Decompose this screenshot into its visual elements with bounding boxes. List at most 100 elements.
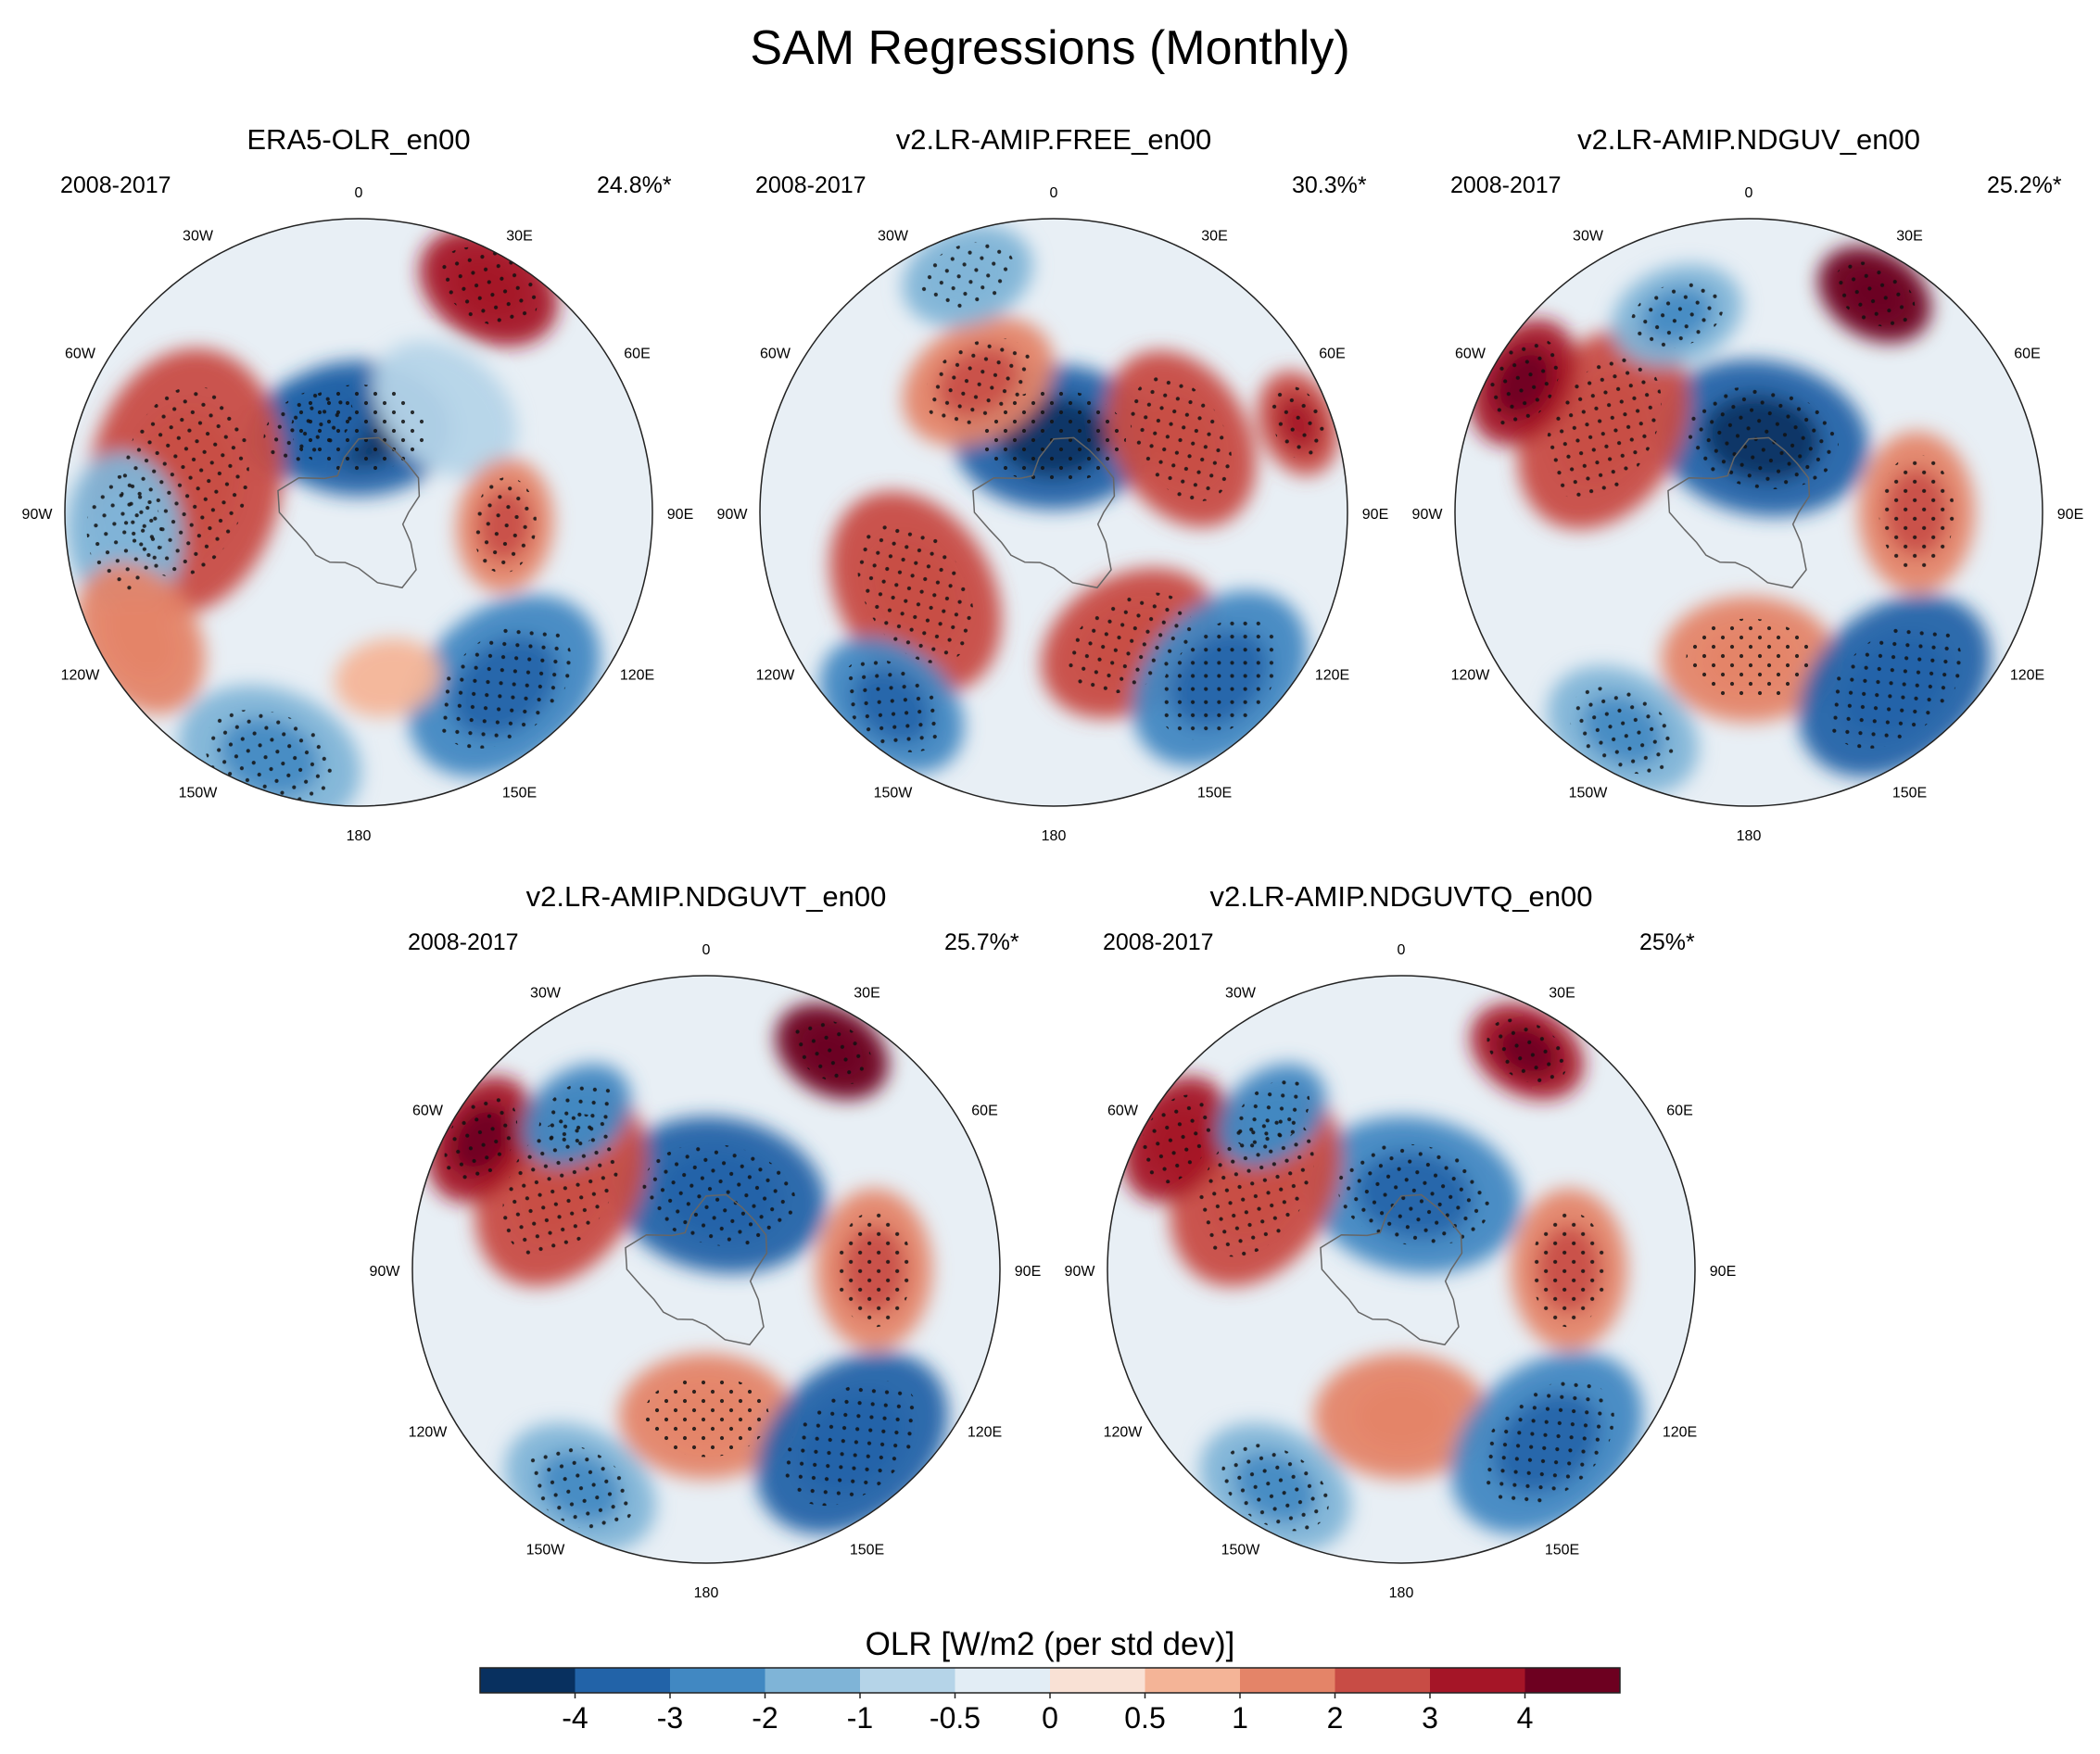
polar-panel: v2.LR-AMIP.NDGUV_en00 2008-2017 25.2%* 0 30E… — [1412, 123, 2084, 844]
significance-stipple — [1486, 1018, 1568, 1084]
longitude-label: 0 — [1398, 942, 1406, 958]
longitude-label: 30E — [1549, 985, 1575, 1001]
longitude-label: 60W — [1107, 1104, 1139, 1119]
significance-stipple — [502, 1114, 619, 1257]
panel-variance: 24.8%* — [597, 172, 672, 198]
panel-title: v2.LR-AMIP.NDGUVTQ_en00 — [1210, 880, 1593, 913]
panel-variance: 25%* — [1639, 929, 1695, 955]
significance-stipple — [1486, 337, 1561, 427]
anomaly-core — [105, 596, 177, 680]
significance-stipple — [86, 474, 163, 591]
colorbar-swatch — [670, 1668, 765, 1693]
colorbar-tick-label: 1 — [1232, 1701, 1248, 1735]
panel-period: 2008-2017 — [1450, 172, 1562, 198]
colorbar-swatch — [575, 1668, 670, 1693]
longitude-label: 90E — [1015, 1264, 1041, 1280]
significance-stipple — [1531, 1211, 1607, 1328]
panel-border — [411, 975, 1001, 1564]
colorbar-swatch — [1430, 1668, 1525, 1693]
longitude-label: 30W — [1573, 228, 1604, 244]
colorbar-swatch — [860, 1668, 955, 1693]
colorbar-tick-label: 4 — [1517, 1701, 1534, 1735]
colorbar: OLR [W/m2 (per std dev)] -4 -3 -2 -1 -0.5 0 0.5… — [479, 1626, 1621, 1735]
polar-panel: v2.LR-AMIP.NDGUVTQ_en00 2008-2017 25%* 0 30E… — [1065, 880, 1737, 1601]
longitude-label: 60E — [971, 1104, 997, 1119]
significance-stipple — [473, 476, 537, 574]
anomaly-core — [1353, 1381, 1449, 1452]
significance-stipple — [1545, 357, 1662, 500]
longitude-label: 120W — [1451, 668, 1491, 684]
colorbar-swatch — [1050, 1668, 1145, 1693]
panel-period: 2008-2017 — [755, 172, 867, 198]
longitude-label: 180 — [1042, 828, 1067, 844]
longitude-label: 60E — [2014, 347, 2040, 362]
longitude-label: 90E — [2057, 507, 2083, 523]
longitude-label: 0 — [1745, 185, 1753, 201]
colorbar-swatch — [1240, 1668, 1335, 1693]
coastline — [277, 436, 421, 589]
colorbar-swatch — [1145, 1668, 1240, 1693]
significance-stipple — [1067, 592, 1192, 695]
panel-border — [1107, 975, 1696, 1564]
longitude-label: 90W — [717, 507, 749, 523]
panel-border — [759, 218, 1348, 807]
colorbar-tick-label: 2 — [1327, 1701, 1344, 1735]
colorbar-swatch — [765, 1668, 860, 1693]
colorbar-tick-label: -1 — [847, 1701, 873, 1735]
longitude-label: 150W — [179, 786, 219, 801]
longitude-label: 120E — [1663, 1425, 1697, 1441]
significance-stipple — [857, 520, 974, 664]
colorbar-swatch — [955, 1668, 1050, 1693]
colorbar-tick-label: 0 — [1042, 1701, 1058, 1735]
significance-stipple — [1569, 687, 1676, 775]
significance-stipple — [1879, 454, 1955, 571]
anomaly-region — [334, 638, 441, 717]
significance-stipple — [841, 658, 942, 752]
colorbar-tick-label: -0.5 — [930, 1701, 980, 1735]
polar-panel: ERA5-OLR_en00 2008-2017 24.8%* 0 30E 60E 90E 12… — [22, 123, 694, 844]
longitude-label: 180 — [1389, 1585, 1414, 1601]
longitude-label: 150E — [502, 786, 537, 801]
figure-title: SAM Regressions (Monthly) — [750, 21, 1350, 75]
coastline — [1320, 1193, 1463, 1346]
colorbar-swatch — [480, 1668, 576, 1693]
longitude-label: 60E — [624, 347, 650, 362]
longitude-label: 60E — [1319, 347, 1345, 362]
significance-stipple — [1221, 1444, 1329, 1532]
longitude-label: 60W — [1455, 347, 1486, 362]
longitude-label: 30E — [1201, 228, 1227, 244]
polar-panel: v2.LR-AMIP.FREE_en00 2008-2017 30.3%* 0 30E 6… — [717, 123, 1389, 844]
longitude-label: 150E — [1545, 1543, 1579, 1558]
panel-variance: 25.7%* — [944, 929, 1019, 955]
significance-stipple — [643, 1375, 769, 1457]
longitude-label: 90W — [1412, 507, 1444, 523]
significance-stipple — [980, 389, 1127, 485]
longitude-label: 120E — [1315, 668, 1349, 684]
significance-stipple — [538, 1079, 615, 1151]
longitude-label: 30W — [530, 985, 562, 1001]
significance-stipple — [1139, 1094, 1213, 1184]
longitude-label: 0 — [355, 185, 363, 201]
longitude-label: 30E — [506, 228, 532, 244]
significance-stipple — [1130, 376, 1233, 502]
longitude-label: 90E — [1362, 507, 1388, 523]
coastline — [625, 1193, 768, 1346]
longitude-label: 120W — [1104, 1425, 1144, 1441]
colorbar-swatch — [1335, 1668, 1430, 1693]
longitude-label: 180 — [347, 828, 372, 844]
significance-stipple — [1686, 618, 1812, 700]
colorbar-swatch — [1524, 1668, 1620, 1693]
longitude-label: 90E — [667, 507, 693, 523]
panel-title: v2.LR-AMIP.FREE_en00 — [896, 123, 1212, 156]
panel-title: v2.LR-AMIP.NDGUVT_en00 — [526, 880, 887, 913]
panel-border — [1454, 218, 2043, 807]
longitude-label: 60W — [65, 347, 96, 362]
longitude-label: 0 — [702, 942, 711, 958]
significance-stipple — [1834, 261, 1916, 327]
significance-stipple — [924, 337, 1032, 425]
polar-panel: v2.LR-AMIP.NDGUVT_en00 2008-2017 25.7%* 0 30… — [370, 880, 1042, 1601]
longitude-label: 90W — [1065, 1264, 1096, 1280]
panel-variance: 30.3%* — [1292, 172, 1367, 198]
longitude-label: 120W — [61, 668, 101, 684]
